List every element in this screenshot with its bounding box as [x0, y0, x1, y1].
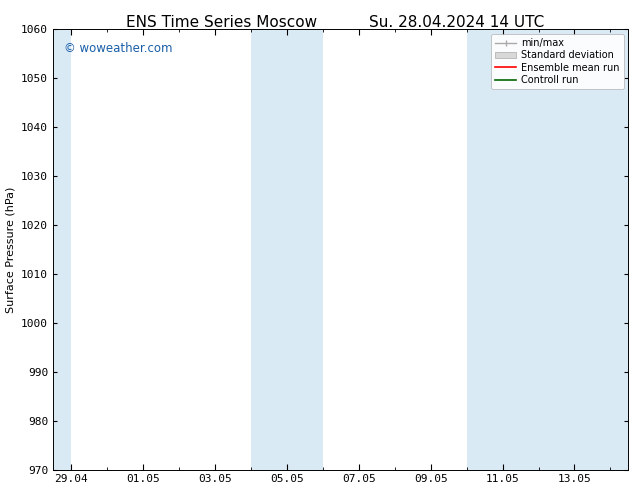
Bar — [538, 29, 628, 469]
Bar — [467, 29, 538, 469]
Text: © woweather.com: © woweather.com — [65, 42, 173, 55]
Bar — [53, 29, 71, 469]
Text: ENS Time Series Moscow: ENS Time Series Moscow — [126, 15, 318, 30]
Bar — [251, 29, 323, 469]
Legend: min/max, Standard deviation, Ensemble mean run, Controll run: min/max, Standard deviation, Ensemble me… — [491, 34, 624, 89]
Text: Su. 28.04.2024 14 UTC: Su. 28.04.2024 14 UTC — [369, 15, 544, 30]
Y-axis label: Surface Pressure (hPa): Surface Pressure (hPa) — [6, 186, 16, 313]
